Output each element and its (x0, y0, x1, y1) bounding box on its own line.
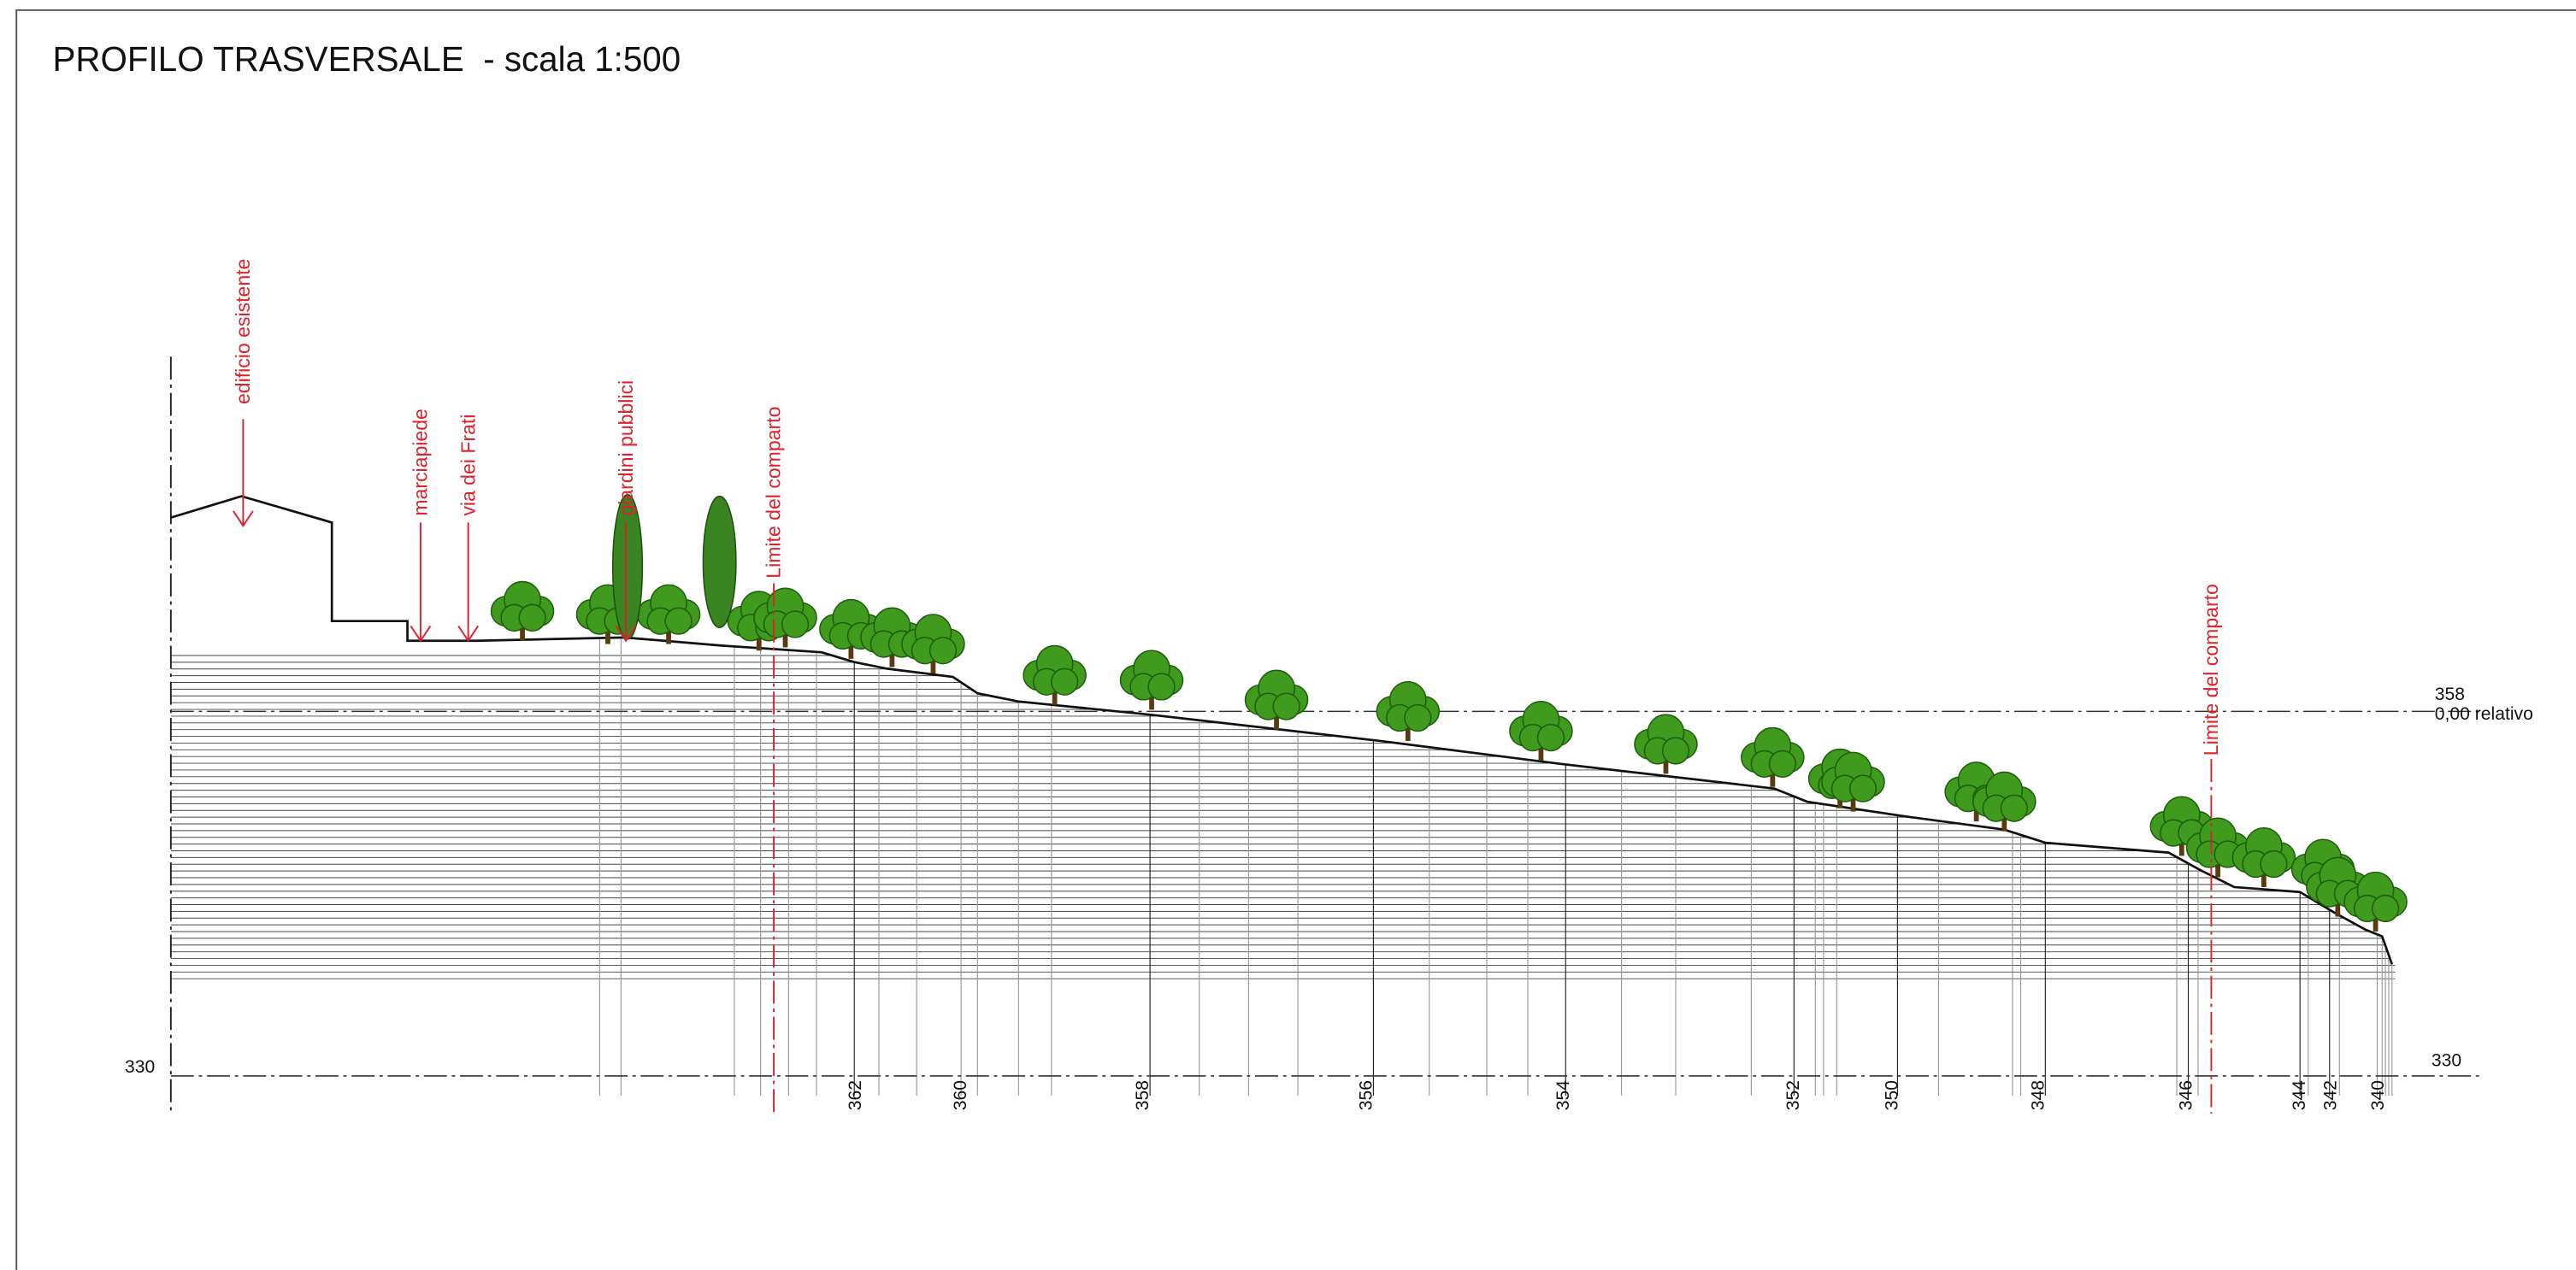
annotation: Limite del comparto (763, 407, 785, 579)
terrain-profile (170, 495, 2394, 965)
level-label: 0,00 relativo (2435, 704, 2533, 724)
trunk (1663, 754, 1669, 774)
foliage (2000, 794, 2028, 822)
trunk (1274, 709, 1279, 730)
title: PROFILO TRASVERSALE - scala 1:500 (52, 39, 681, 79)
trunk (1405, 720, 1411, 741)
frame (15, 9, 2576, 1270)
trunk (666, 624, 671, 644)
trunk (1538, 740, 1544, 761)
trunk (1770, 767, 1776, 787)
trunk (782, 627, 788, 648)
annotation: Limite del comparto (2200, 584, 2222, 756)
foliage (1147, 673, 1176, 701)
foliage (781, 610, 810, 638)
annotation-arrow (457, 625, 479, 643)
section-lines (598, 637, 2393, 1096)
annotation: marciapiede (410, 409, 432, 516)
level-label: 330 (125, 1057, 155, 1077)
section-label: 348 (2028, 1080, 2048, 1110)
foliage (1272, 692, 1300, 720)
annotation-arrow (615, 625, 637, 643)
section-label: 360 (951, 1080, 970, 1110)
section-labels: 362 360 358 356 354 352 350 348 346 344 342 340 (846, 1080, 2388, 1110)
trunk (1149, 690, 1154, 710)
foliage (928, 637, 958, 665)
trunk (2261, 867, 2267, 887)
section-label: 344 (2290, 1080, 2309, 1110)
annotation-arrow (410, 625, 432, 643)
trees (490, 493, 2408, 932)
annotation-arrow (233, 510, 254, 527)
section-label: 340 (2368, 1080, 2388, 1110)
annotation: edificio esistente (232, 259, 254, 404)
cypress (702, 495, 737, 629)
section-label: 358 (1133, 1080, 1152, 1110)
trunk (605, 624, 610, 644)
level-label: 330 (2432, 1050, 2461, 1070)
section-label: 362 (846, 1080, 865, 1110)
level-label: 358 (2435, 685, 2465, 704)
section-label: 346 (2176, 1080, 2196, 1110)
foliage (1848, 774, 1877, 803)
trunk (2335, 897, 2341, 917)
foliage (518, 603, 546, 632)
cypress (611, 493, 644, 640)
trunk (2215, 857, 2220, 878)
foliage (664, 607, 693, 635)
hatching (170, 655, 2396, 979)
annotations: edificio esistente marciapiede via dei Fra… (232, 259, 2222, 1114)
trunk (848, 638, 854, 659)
section-label: 356 (1356, 1080, 1376, 1110)
foliage (1768, 750, 1797, 778)
trunk (1850, 791, 1856, 812)
trunk (2373, 911, 2379, 932)
section-label: 342 (2320, 1080, 2340, 1110)
section-label: 354 (1553, 1080, 1573, 1110)
trunk (1052, 685, 1058, 705)
trunk (2001, 811, 2007, 832)
annotation: via dei Frati (457, 415, 479, 516)
section-label: 352 (1783, 1080, 1803, 1110)
foliage (2260, 850, 2288, 879)
foliage (1404, 703, 1432, 732)
trunk (520, 620, 525, 641)
trunk (889, 647, 895, 667)
foliage (1661, 737, 1690, 765)
section-label: 350 (1882, 1080, 1901, 1110)
foliage (2371, 894, 2400, 923)
trunk (930, 654, 936, 674)
foliage (1536, 723, 1565, 752)
trunk (756, 631, 762, 651)
trunk (2178, 836, 2184, 856)
foliage (1051, 667, 1079, 696)
annotation: giardini pubblici (615, 380, 637, 516)
